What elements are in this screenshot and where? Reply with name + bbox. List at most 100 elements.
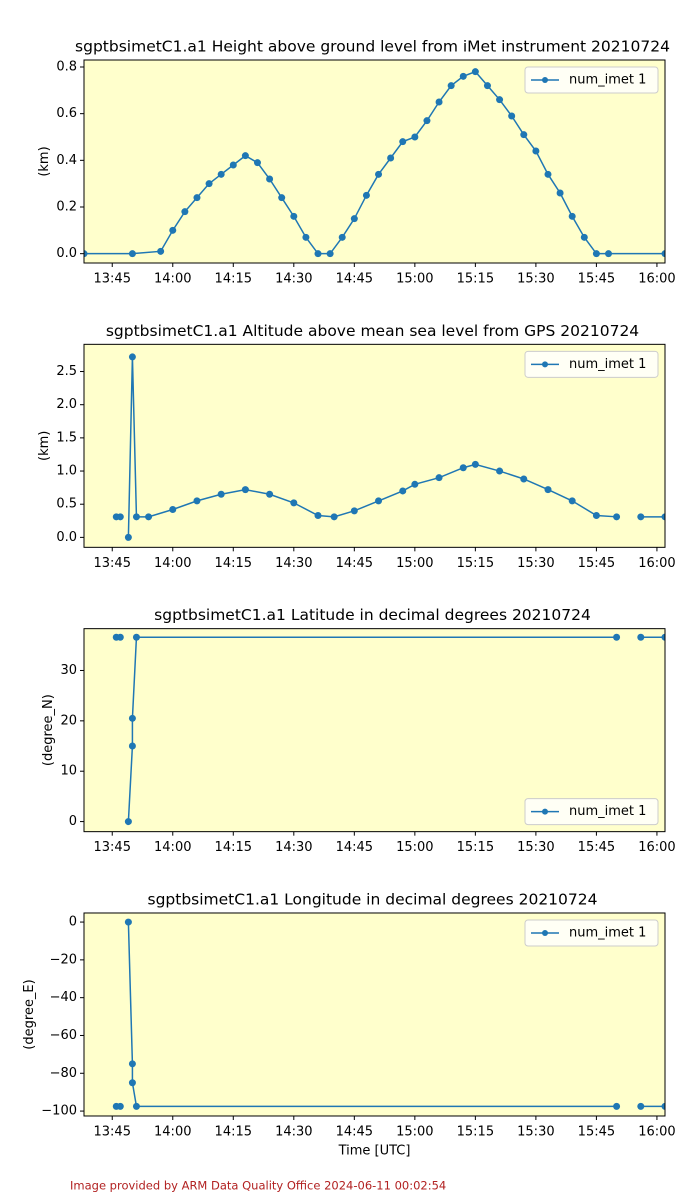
point: [411, 480, 419, 488]
x-tick-label: 15:15: [457, 1124, 494, 1139]
x-tick-label: 13:45: [94, 840, 131, 855]
point: [544, 486, 552, 494]
y-tick-label: 30: [60, 663, 77, 678]
point: [314, 250, 322, 258]
legend-label: num_imet 1: [569, 357, 646, 372]
point: [613, 1102, 621, 1110]
plot-clip: [112, 633, 665, 826]
legend-marker: [542, 361, 548, 368]
y-tick-label: 0.8: [56, 60, 77, 75]
chart-title: sgptbsimetC1.a1 Longitude in decimal deg…: [148, 890, 598, 908]
point: [116, 1102, 124, 1110]
x-tick-label: 15:45: [578, 1124, 615, 1139]
y-tick-label: 0: [69, 814, 77, 829]
point: [350, 215, 358, 223]
point: [124, 533, 132, 541]
point: [132, 1102, 140, 1110]
point: [229, 161, 237, 169]
x-tick-label: 15:00: [396, 1124, 433, 1139]
point: [459, 72, 467, 80]
x-tick-label: 14:45: [336, 1124, 373, 1139]
x-tick-label: 13:45: [94, 1124, 131, 1139]
point: [157, 247, 165, 255]
y-tick-label: 10: [60, 764, 77, 779]
point: [205, 180, 213, 188]
point: [375, 170, 383, 178]
point: [520, 131, 528, 139]
chart-title: sgptbsimetC1.a1 Altitude above mean sea …: [106, 322, 639, 340]
point: [266, 490, 274, 498]
y-axis-label: (degree_N): [41, 694, 56, 766]
point: [128, 353, 136, 361]
point: [116, 513, 124, 521]
y-tick-label: 0.0: [56, 530, 77, 545]
point: [145, 513, 153, 521]
point: [132, 633, 140, 641]
y-tick-label: 1.5: [56, 430, 77, 445]
point: [399, 487, 407, 495]
point: [314, 511, 322, 519]
legend-label: num_imet 1: [569, 73, 646, 88]
legend-marker: [542, 929, 548, 936]
x-tick-label: 15:30: [517, 556, 554, 571]
point: [84, 250, 88, 258]
point: [266, 175, 274, 183]
point: [605, 250, 613, 258]
point: [124, 918, 132, 926]
y-tick-label: 0.6: [56, 106, 77, 121]
point: [326, 250, 334, 258]
point: [290, 212, 298, 220]
x-tick-label: 16:00: [638, 556, 675, 571]
x-tick-label: 15:30: [517, 272, 554, 287]
plot-frame: [83, 59, 666, 264]
point: [637, 1102, 645, 1110]
x-tick-label: 15:00: [396, 272, 433, 287]
y-tick-label: 1.0: [56, 464, 77, 479]
x-tick-label: 15:45: [578, 556, 615, 571]
x-tick-label: 14:00: [154, 556, 191, 571]
plot-clip: [112, 353, 665, 541]
x-tick-label: 14:30: [275, 272, 312, 287]
point: [375, 497, 383, 505]
point: [217, 490, 225, 498]
point: [556, 189, 564, 197]
point: [661, 633, 665, 641]
point: [132, 513, 140, 521]
plot-frame: [83, 628, 666, 833]
point: [637, 513, 645, 521]
legend-box: [524, 350, 659, 378]
x-tick-label: 15:00: [396, 840, 433, 855]
plot-area: [84, 628, 665, 832]
legend-box: [524, 798, 659, 826]
point: [423, 117, 431, 125]
point: [278, 194, 286, 202]
x-tick-label: 14:30: [275, 556, 312, 571]
y-axis-label: (degree_E): [22, 979, 37, 1049]
y-tick-label: 0.0: [56, 246, 77, 261]
point: [116, 633, 124, 641]
point: [661, 513, 665, 521]
x-tick-label: 14:30: [275, 1124, 312, 1139]
point: [447, 82, 455, 90]
point: [128, 714, 136, 722]
x-tick-label: 14:15: [215, 1124, 252, 1139]
point: [128, 1060, 136, 1068]
point: [661, 250, 665, 258]
point: [613, 633, 621, 641]
point: [253, 159, 261, 167]
legend-marker: [542, 77, 548, 83]
legend-label: num_imet 1: [569, 925, 646, 940]
point: [399, 138, 407, 146]
point: [362, 191, 370, 199]
point: [169, 226, 177, 234]
y-tick-label: −80: [50, 1066, 77, 1081]
point: [483, 82, 491, 90]
point: [435, 98, 443, 106]
point: [532, 147, 540, 155]
y-tick-label: 20: [60, 713, 77, 728]
point: [181, 208, 189, 216]
point: [471, 68, 479, 76]
x-tick-label: 15:30: [517, 840, 554, 855]
point: [193, 497, 201, 505]
